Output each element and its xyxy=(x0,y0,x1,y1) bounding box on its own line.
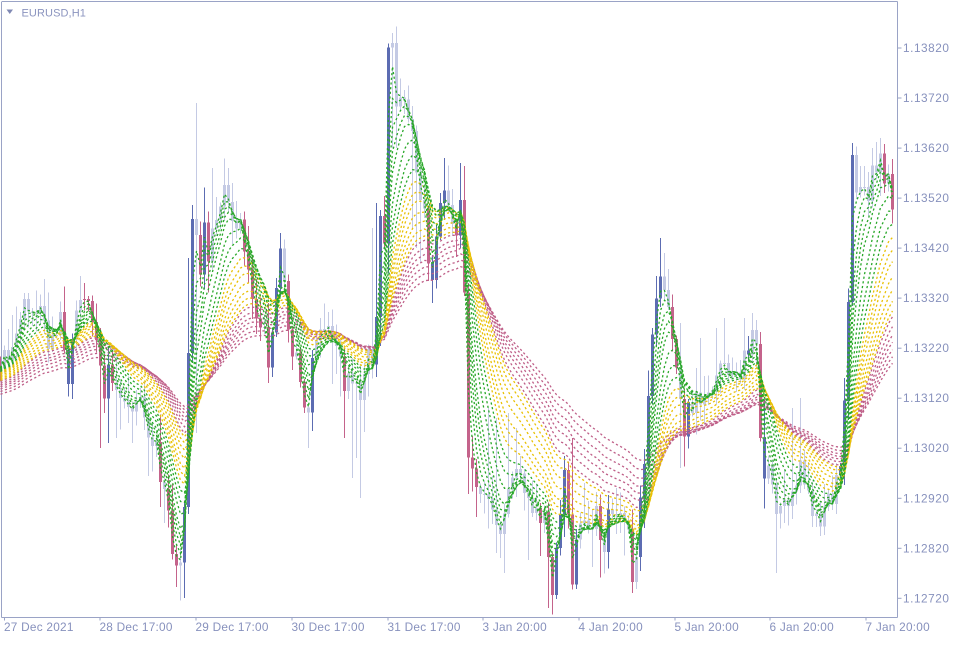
svg-text:4 Jan 20:00: 4 Jan 20:00 xyxy=(579,620,644,634)
svg-text:1.13220: 1.13220 xyxy=(903,341,950,355)
svg-text:1.13620: 1.13620 xyxy=(903,141,950,155)
svg-text:28 Dec 17:00: 28 Dec 17:00 xyxy=(100,620,173,634)
svg-text:1.12820: 1.12820 xyxy=(903,541,950,555)
svg-text:1.12720: 1.12720 xyxy=(903,591,950,605)
svg-text:EURUSD,H1: EURUSD,H1 xyxy=(22,8,86,20)
svg-text:1.13520: 1.13520 xyxy=(903,191,950,205)
svg-text:1.13420: 1.13420 xyxy=(903,241,950,255)
svg-text:1.13020: 1.13020 xyxy=(903,441,950,455)
svg-text:1.13720: 1.13720 xyxy=(903,91,950,105)
svg-text:1.13120: 1.13120 xyxy=(903,391,950,405)
svg-text:1.12920: 1.12920 xyxy=(903,491,950,505)
svg-text:27 Dec 2021: 27 Dec 2021 xyxy=(4,620,74,634)
svg-text:6 Jan 20:00: 6 Jan 20:00 xyxy=(770,620,835,634)
svg-text:7 Jan 20:00: 7 Jan 20:00 xyxy=(866,620,931,634)
svg-text:1.13820: 1.13820 xyxy=(903,41,950,55)
svg-text:29 Dec 17:00: 29 Dec 17:00 xyxy=(196,620,269,634)
svg-text:3 Jan 20:00: 3 Jan 20:00 xyxy=(483,620,548,634)
svg-text:1.13320: 1.13320 xyxy=(903,291,950,305)
svg-text:5 Jan 20:00: 5 Jan 20:00 xyxy=(675,620,740,634)
svg-text:30 Dec 17:00: 30 Dec 17:00 xyxy=(292,620,365,634)
svg-text:31 Dec 17:00: 31 Dec 17:00 xyxy=(388,620,461,634)
